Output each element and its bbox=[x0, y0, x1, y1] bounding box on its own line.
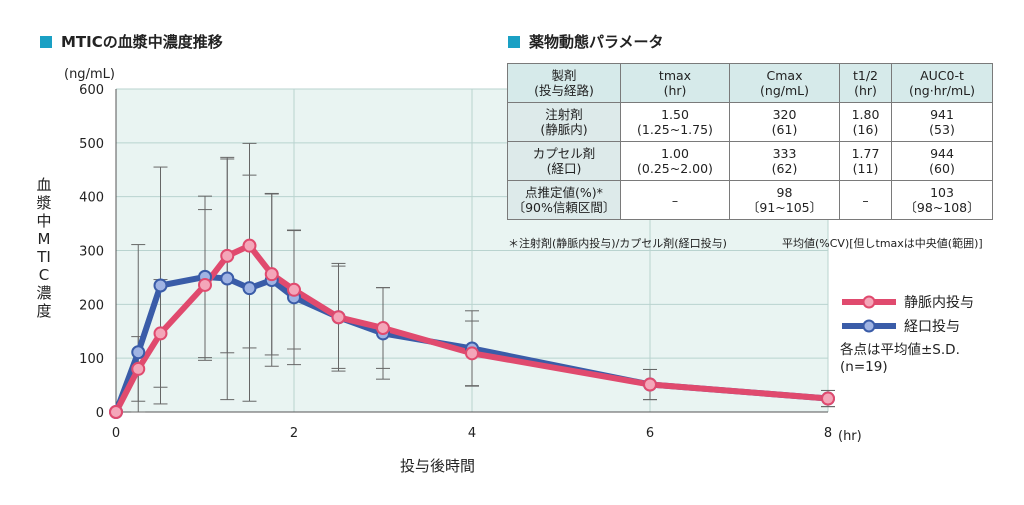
tick-labels: 0 100 200 300 400 500 600 0 2 4 6 8 bbox=[79, 83, 832, 441]
data-point bbox=[643, 377, 657, 392]
table-row-header: カプセル剤 (経口) bbox=[507, 141, 621, 181]
chart-legend: 静脈内投与 経口投与 各点は平均値±S.D. (n=19) bbox=[840, 290, 974, 376]
y-tick-label: 300 bbox=[79, 245, 104, 260]
data-point bbox=[287, 282, 301, 297]
table-header-cell: tmax (hr) bbox=[620, 63, 730, 103]
table-header-cell: t1/2 (hr) bbox=[839, 63, 892, 103]
table-cell: 333 (62) bbox=[729, 141, 840, 181]
y-tick-label: 200 bbox=[79, 298, 104, 313]
table-cell: 1.00 (0.25~2.00) bbox=[620, 141, 730, 181]
x-tick-label: 8 bbox=[824, 426, 832, 441]
legend-label-iv: 静脈内投与 bbox=[904, 295, 974, 311]
table-header-cell: AUC0-t (ng·hr/mL) bbox=[891, 63, 993, 103]
table-title-text: 薬物動態パラメータ bbox=[529, 33, 664, 51]
title-square-icon bbox=[508, 35, 520, 48]
data-point bbox=[821, 391, 835, 406]
table-cell: 103 〔98~108〕 bbox=[891, 180, 993, 220]
table-row: 注射剤 (静脈内) 1.50 (1.25~1.75) 320 (61) 1.80 (16) 94… bbox=[507, 102, 993, 142]
table-footnote: ＊注射剤(静脈内投与)/カプセル剤(経口投与) bbox=[508, 237, 727, 250]
table-header-cell: 製剤 (投与経路) bbox=[507, 63, 621, 103]
table-row-header: 点推定値(%)* 〔90%信頼区間〕 bbox=[507, 180, 621, 220]
legend-item-iv: 静脈内投与 bbox=[840, 290, 974, 314]
table-cell: 98 〔91~105〕 bbox=[729, 180, 840, 220]
data-point bbox=[153, 326, 168, 341]
table-cell: 320 (61) bbox=[729, 102, 840, 142]
chart-title-text: MTICの血漿中濃度推移 bbox=[61, 33, 223, 51]
table-cell: 1.80 (16) bbox=[839, 102, 892, 142]
table-cell: 941 (53) bbox=[891, 102, 993, 142]
x-tick-label: 4 bbox=[468, 426, 476, 441]
legend-label-oral: 経口投与 bbox=[904, 319, 960, 335]
table-row: 点推定値(%)* 〔90%信頼区間〕 –98 〔91~105〕 –103 〔98~108〕 bbox=[507, 180, 993, 220]
data-point bbox=[153, 278, 168, 293]
y-axis-label: 血漿中MTIC濃度 bbox=[36, 176, 52, 320]
series-points bbox=[109, 238, 835, 419]
legend-item-oral: 経口投与 bbox=[840, 314, 974, 338]
x-unit-label: (hr) bbox=[838, 429, 862, 444]
y-unit-label: (ng/mL) bbox=[64, 67, 115, 82]
x-tick-label: 6 bbox=[646, 426, 654, 441]
data-point bbox=[465, 346, 479, 361]
table-row: カプセル剤 (経口) 1.00 (0.25~2.00) 333 (62) 1.77 (11) 9… bbox=[507, 141, 993, 181]
y-tick-label: 0 bbox=[96, 406, 104, 421]
table-cell: – bbox=[839, 180, 892, 220]
x-tick-label: 2 bbox=[290, 426, 298, 441]
legend-swatch-iv bbox=[842, 295, 896, 309]
table-cell: 944 (60) bbox=[891, 141, 993, 181]
data-point bbox=[131, 361, 146, 376]
x-tick-label: 0 bbox=[112, 426, 120, 441]
data-point bbox=[242, 281, 257, 296]
data-point bbox=[220, 271, 235, 286]
y-tick-label: 400 bbox=[79, 191, 104, 206]
data-point bbox=[242, 238, 257, 253]
data-point bbox=[376, 321, 390, 336]
pk-parameter-table: 製剤 (投与経路) tmax (hr) Cmax (ng/mL) t1/2 (hr) AUC0-… bbox=[507, 63, 993, 220]
data-point bbox=[109, 405, 123, 419]
data-point bbox=[220, 248, 235, 263]
data-point bbox=[264, 267, 279, 282]
y-tick-label: 100 bbox=[79, 352, 104, 367]
table-cell: 1.50 (1.25~1.75) bbox=[620, 102, 730, 142]
legend-n: (n=19) bbox=[840, 359, 888, 375]
legend-note: 各点は平均値±S.D. bbox=[840, 342, 960, 358]
x-axis-label: 投与後時間 bbox=[400, 457, 476, 475]
table-row-header: 注射剤 (静脈内) bbox=[507, 102, 621, 142]
data-point bbox=[198, 277, 212, 292]
y-tick-label: 500 bbox=[79, 137, 104, 152]
data-point bbox=[331, 310, 346, 325]
table-footnote-mean: 平均値(%CV)[但しtmaxは中央値(範囲)] bbox=[782, 237, 983, 250]
table-title: 薬物動態パラメータ bbox=[508, 31, 664, 52]
table-header-row: 製剤 (投与経路) tmax (hr) Cmax (ng/mL) t1/2 (hr) AUC0-… bbox=[507, 63, 993, 103]
table-cell: – bbox=[620, 180, 730, 220]
y-tick-label: 600 bbox=[79, 83, 104, 98]
chart-title: MTICの血漿中濃度推移 bbox=[40, 31, 223, 52]
legend-swatch-oral bbox=[842, 319, 896, 333]
title-square-icon bbox=[40, 35, 52, 48]
table-cell: 1.77 (11) bbox=[839, 141, 892, 181]
table-header-cell: Cmax (ng/mL) bbox=[729, 63, 840, 103]
data-point bbox=[131, 345, 146, 360]
